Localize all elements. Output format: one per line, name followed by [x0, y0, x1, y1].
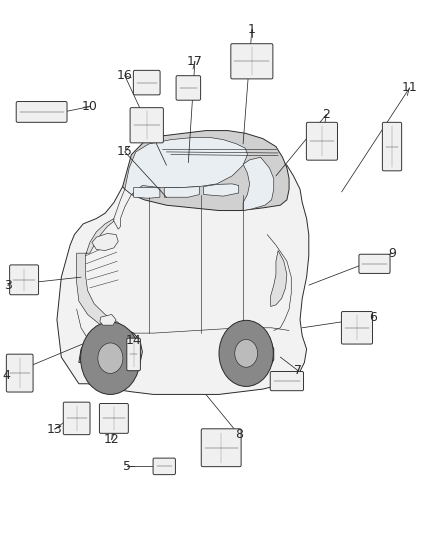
- Text: 17: 17: [187, 55, 203, 68]
- Text: 1: 1: [248, 23, 256, 36]
- Text: 15: 15: [117, 146, 133, 158]
- Polygon shape: [123, 131, 289, 211]
- Polygon shape: [204, 184, 239, 196]
- FancyBboxPatch shape: [176, 76, 201, 100]
- FancyBboxPatch shape: [10, 265, 39, 295]
- Text: 11: 11: [402, 82, 417, 94]
- Text: 7: 7: [294, 364, 302, 377]
- FancyBboxPatch shape: [307, 123, 337, 160]
- Text: 14: 14: [126, 334, 141, 346]
- FancyBboxPatch shape: [342, 311, 372, 344]
- Text: 16: 16: [117, 69, 133, 82]
- Text: 10: 10: [82, 100, 98, 113]
- Polygon shape: [100, 314, 116, 325]
- FancyBboxPatch shape: [133, 70, 160, 95]
- FancyBboxPatch shape: [99, 403, 128, 433]
- Polygon shape: [114, 189, 131, 229]
- Text: 13: 13: [47, 423, 63, 435]
- FancyBboxPatch shape: [270, 372, 304, 391]
- Polygon shape: [221, 328, 274, 376]
- FancyBboxPatch shape: [359, 254, 390, 273]
- FancyBboxPatch shape: [201, 429, 241, 467]
- FancyBboxPatch shape: [127, 338, 140, 371]
- FancyBboxPatch shape: [130, 108, 163, 143]
- Polygon shape: [243, 157, 274, 211]
- Polygon shape: [134, 188, 160, 198]
- Polygon shape: [271, 251, 287, 306]
- Circle shape: [81, 322, 140, 394]
- Polygon shape: [92, 233, 118, 251]
- Polygon shape: [79, 328, 142, 378]
- Circle shape: [235, 340, 258, 367]
- FancyBboxPatch shape: [6, 354, 33, 392]
- FancyBboxPatch shape: [63, 402, 90, 435]
- FancyBboxPatch shape: [16, 101, 67, 123]
- Text: 4: 4: [3, 369, 11, 382]
- Polygon shape: [77, 219, 118, 333]
- Text: 9: 9: [388, 247, 396, 260]
- Text: 8: 8: [235, 428, 243, 441]
- FancyBboxPatch shape: [231, 44, 273, 79]
- FancyBboxPatch shape: [153, 458, 175, 475]
- Text: 12: 12: [104, 433, 120, 446]
- Text: 2: 2: [322, 108, 330, 121]
- Polygon shape: [164, 187, 199, 197]
- Text: 6: 6: [369, 311, 377, 324]
- Text: 5: 5: [123, 460, 131, 473]
- Text: 3: 3: [4, 279, 12, 292]
- Circle shape: [219, 320, 273, 386]
- Polygon shape: [125, 138, 247, 195]
- Polygon shape: [57, 147, 309, 394]
- FancyBboxPatch shape: [382, 123, 402, 171]
- Circle shape: [98, 343, 123, 374]
